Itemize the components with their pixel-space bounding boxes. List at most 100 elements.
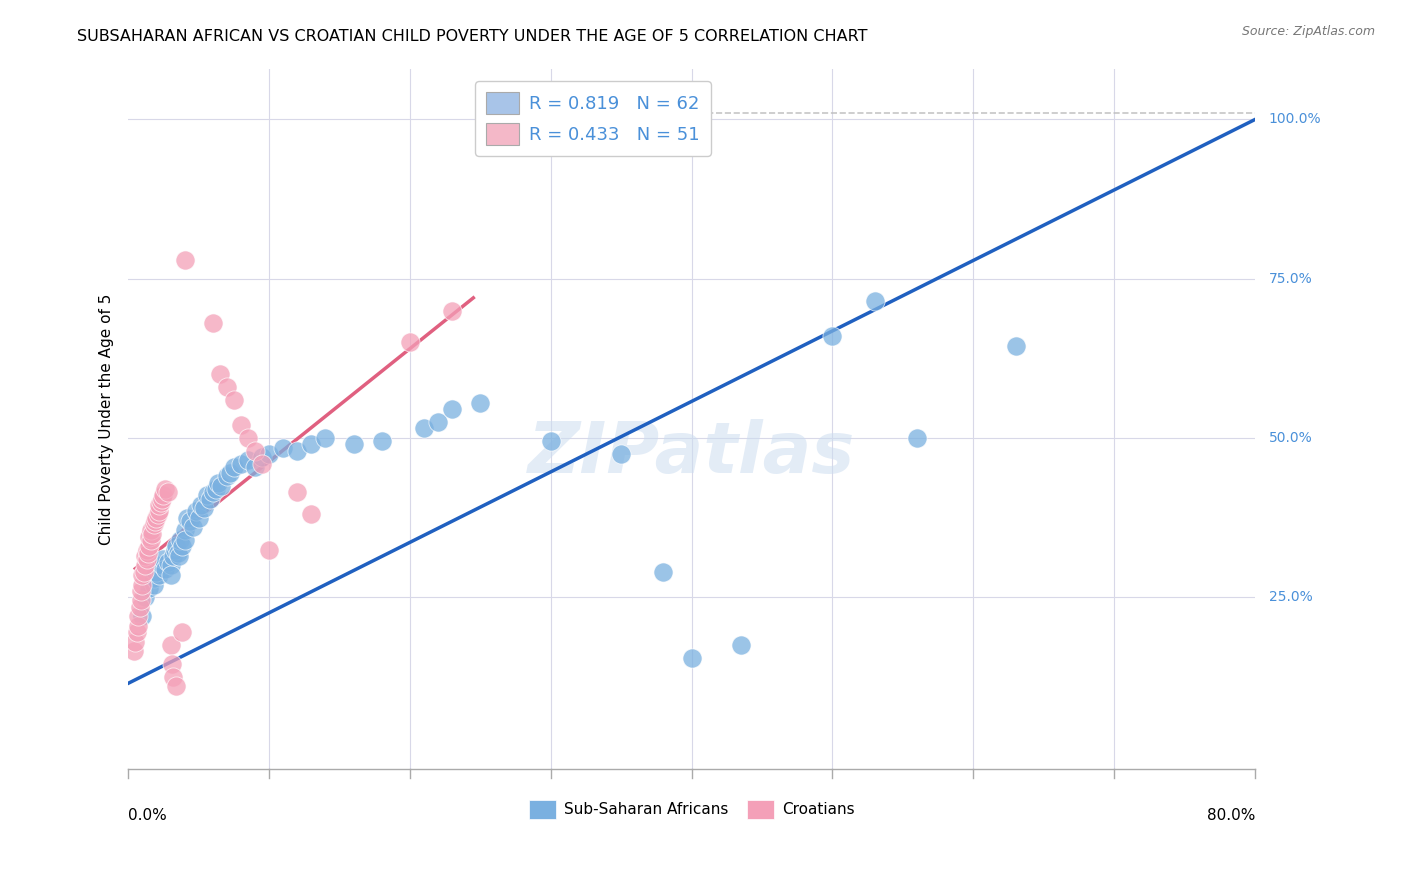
Point (170, 625, 193, 640)
Point (142, 577, 165, 591)
Point (146, 508, 169, 522)
Point (610, 447, 633, 461)
Point (159, 558, 181, 573)
Text: 25.0%: 25.0% (1268, 591, 1312, 604)
Text: 0.0%: 0.0% (128, 808, 167, 822)
Point (193, 501, 215, 516)
Point (208, 368, 231, 382)
Point (124, 635, 146, 649)
Point (131, 568, 153, 582)
Point (165, 539, 187, 553)
Point (209, 479, 232, 493)
Point (167, 549, 190, 563)
Point (222, 392, 245, 407)
Point (201, 485, 224, 500)
Point (250, 450, 273, 464)
Point (173, 252, 195, 267)
Point (173, 524, 195, 538)
Point (195, 488, 218, 502)
Point (132, 565, 155, 579)
Point (163, 542, 186, 557)
Point (257, 447, 280, 461)
Point (153, 561, 176, 575)
Point (399, 335, 422, 350)
Point (470, 396, 492, 410)
Point (285, 485, 308, 500)
Point (131, 577, 153, 591)
Point (181, 520, 204, 534)
Point (540, 434, 562, 449)
Point (138, 539, 160, 553)
Point (236, 431, 259, 445)
Point (314, 431, 336, 445)
Point (136, 546, 159, 560)
Point (134, 558, 156, 573)
Point (652, 565, 675, 579)
Point (138, 581, 160, 595)
Point (145, 510, 167, 524)
Point (142, 571, 165, 585)
Point (681, 650, 703, 665)
Point (128, 599, 150, 614)
Point (413, 421, 436, 435)
Point (138, 530, 160, 544)
Point (236, 453, 259, 467)
Point (156, 485, 179, 500)
Point (139, 524, 162, 538)
Point (905, 431, 928, 445)
Point (159, 568, 181, 582)
Point (204, 482, 226, 496)
Point (342, 437, 364, 451)
Point (165, 680, 187, 694)
Point (441, 303, 464, 318)
Point (218, 466, 240, 480)
Point (187, 510, 209, 524)
Point (299, 437, 322, 451)
Point (170, 539, 193, 553)
Point (122, 644, 145, 658)
Point (169, 533, 191, 547)
Point (135, 552, 157, 566)
Point (135, 542, 157, 557)
Point (222, 459, 245, 474)
Point (142, 516, 165, 531)
Point (145, 565, 167, 579)
Point (134, 591, 156, 605)
Point (179, 514, 201, 528)
Point (243, 459, 266, 474)
Point (299, 508, 322, 522)
Point (201, 317, 224, 331)
Point (129, 593, 152, 607)
Point (730, 638, 752, 652)
Point (441, 402, 464, 417)
Point (162, 549, 184, 563)
Text: SUBSAHARAN AFRICAN VS CROATIAN CHILD POVERTY UNDER THE AGE OF 5 CORRELATION CHAR: SUBSAHARAN AFRICAN VS CROATIAN CHILD POV… (77, 29, 868, 44)
Point (148, 568, 170, 582)
Point (129, 583, 152, 598)
Legend: Sub-Saharan Africans, Croatians: Sub-Saharan Africans, Croatians (523, 794, 860, 825)
Point (152, 488, 174, 502)
Point (153, 482, 176, 496)
Point (215, 469, 238, 483)
Point (150, 491, 173, 506)
Point (173, 533, 195, 547)
Point (1004, 338, 1026, 352)
Text: 80.0%: 80.0% (1206, 808, 1256, 822)
Point (863, 294, 886, 309)
Point (148, 498, 170, 512)
Point (427, 415, 450, 429)
Point (243, 443, 266, 458)
Point (229, 457, 252, 471)
Y-axis label: Child Poverty Under the Age of 5: Child Poverty Under the Age of 5 (100, 293, 114, 545)
Text: ZIPatlas: ZIPatlas (527, 419, 855, 489)
Point (176, 510, 198, 524)
Point (125, 625, 148, 640)
Point (141, 526, 163, 541)
Point (371, 434, 394, 449)
Point (184, 504, 207, 518)
Point (127, 609, 149, 624)
Point (257, 542, 280, 557)
Text: 50.0%: 50.0% (1268, 431, 1312, 445)
Point (215, 380, 238, 394)
Point (148, 504, 170, 518)
